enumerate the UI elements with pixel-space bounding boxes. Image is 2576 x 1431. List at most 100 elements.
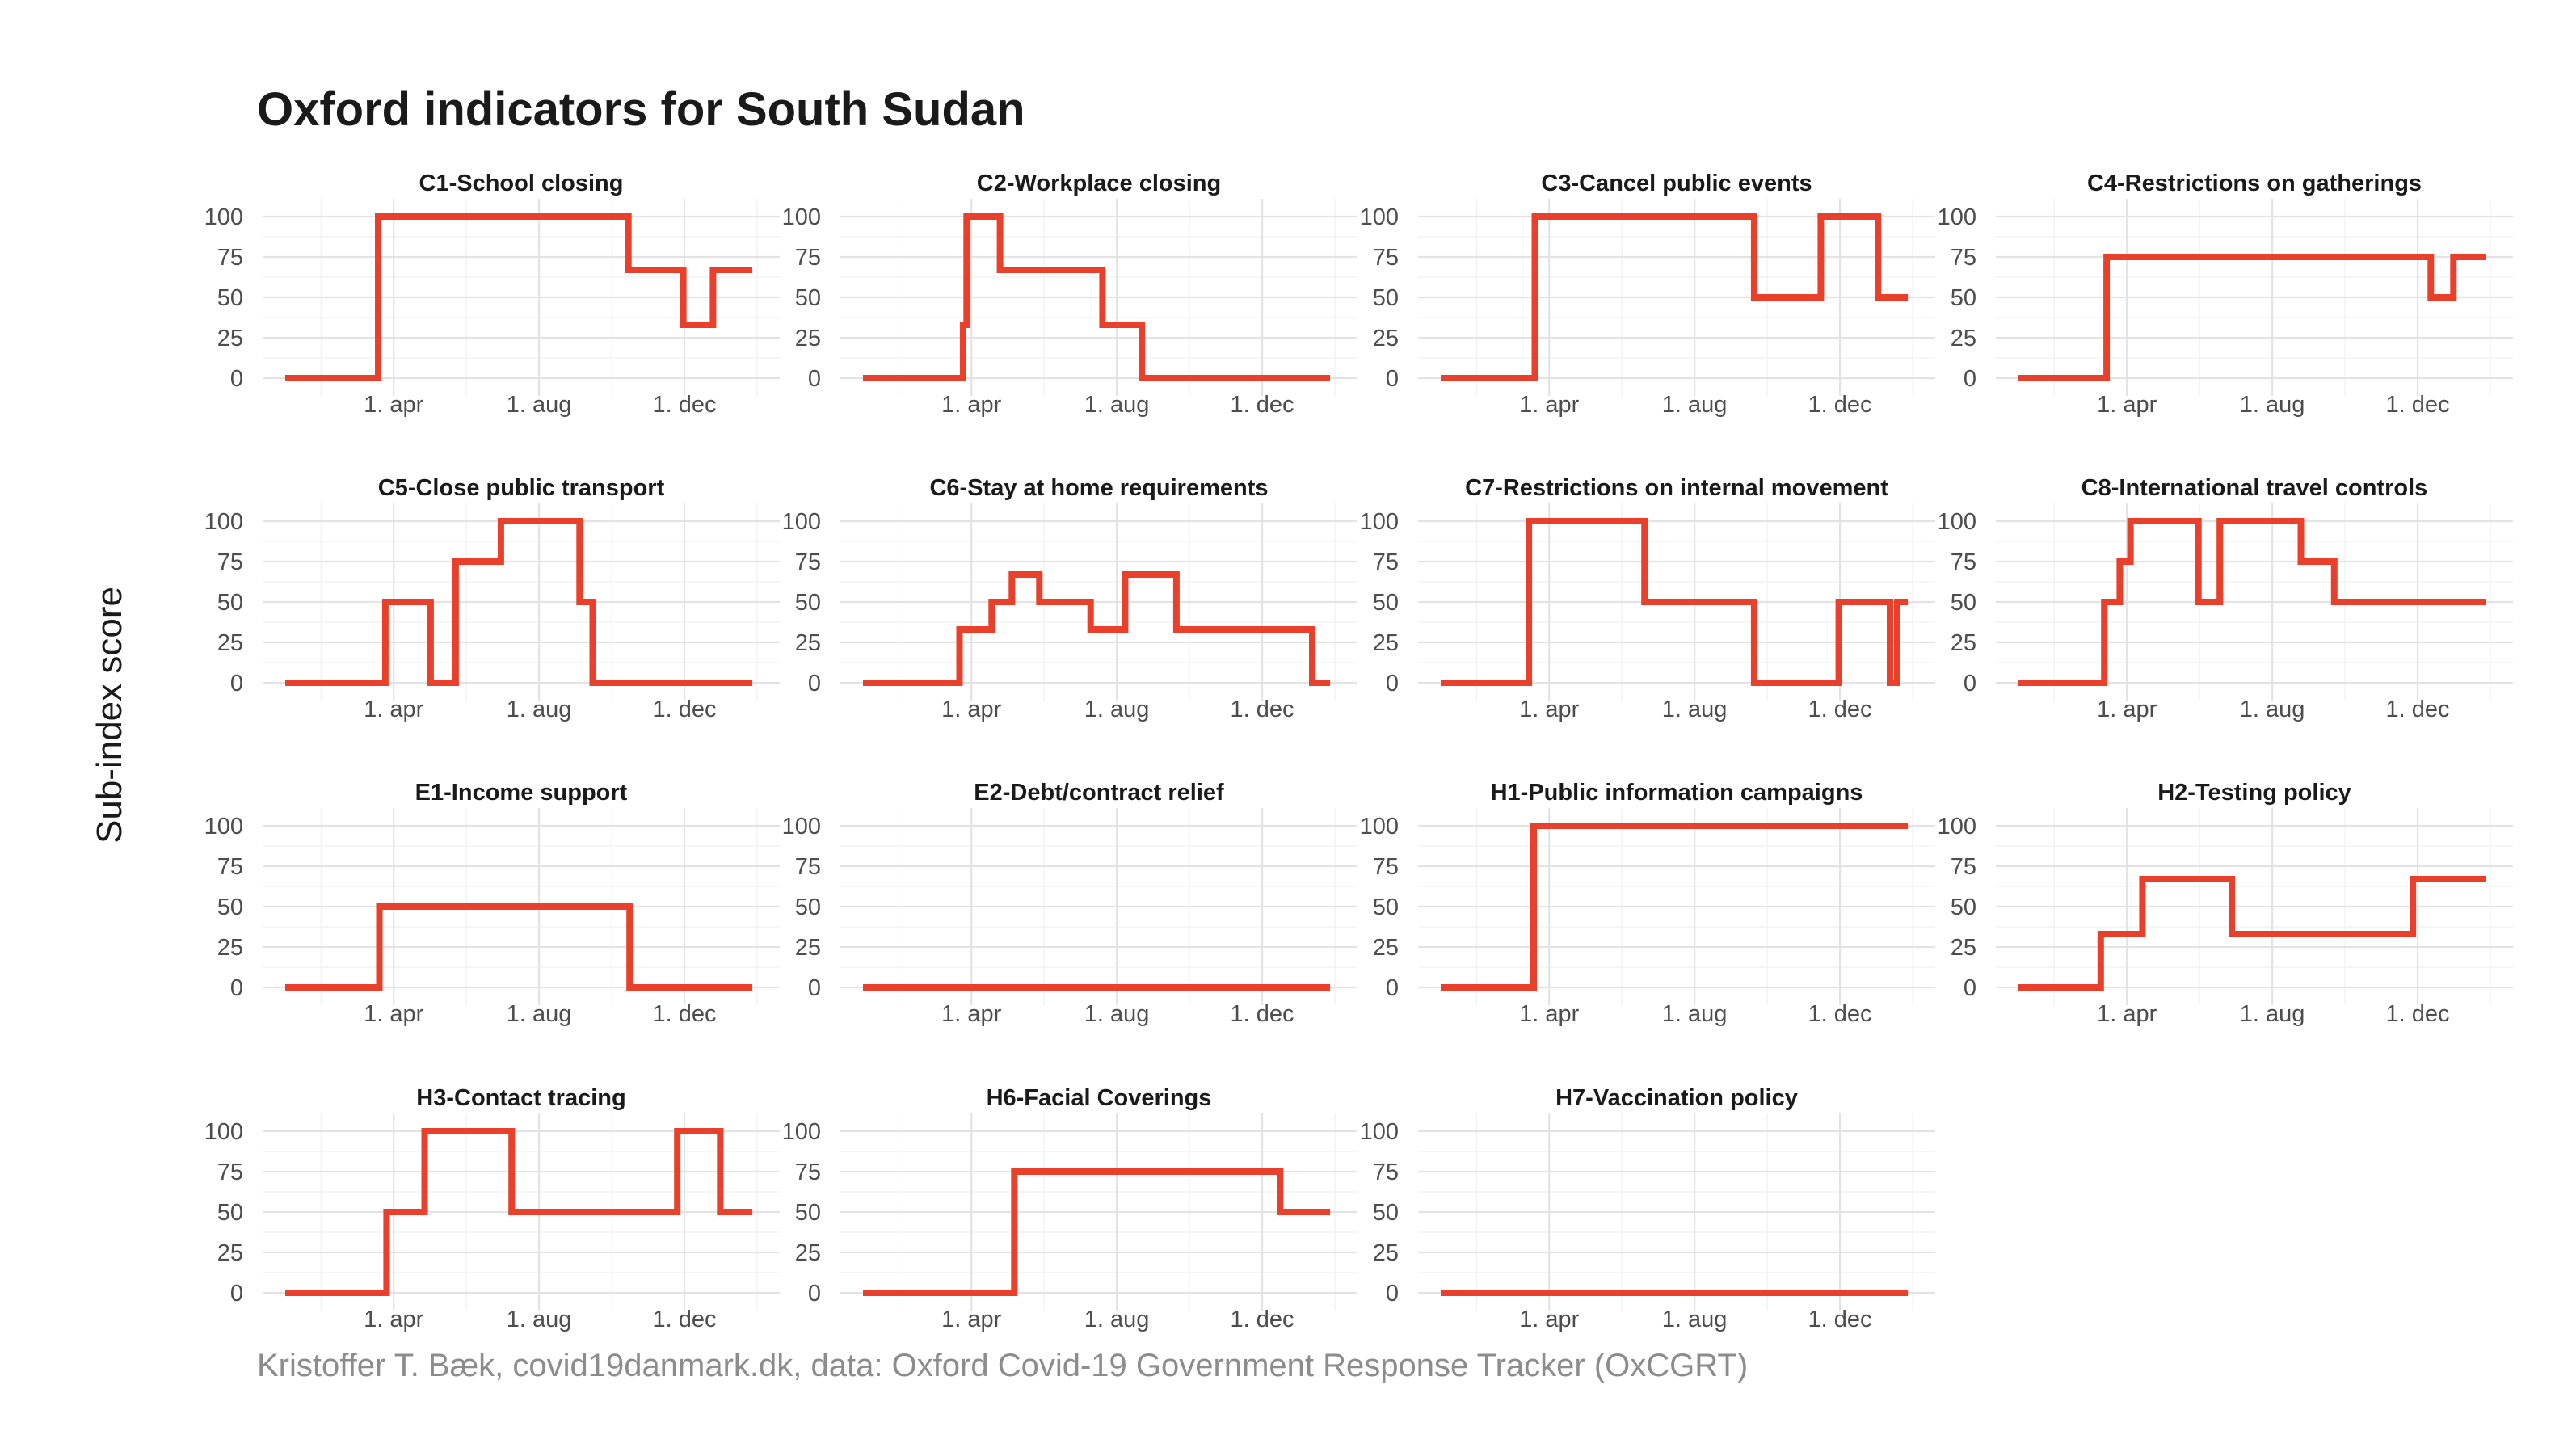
y-tick-label: 100: [1938, 509, 1976, 535]
y-tick-label: 75: [217, 1160, 243, 1185]
y-tick-label: 0: [1964, 366, 1976, 392]
y-tick-label: 50: [795, 894, 821, 920]
x-tick-label: 1. apr: [1519, 392, 1579, 418]
x-tick-label: 1. apr: [1519, 1001, 1579, 1027]
y-tick-label: 75: [217, 854, 243, 880]
series-line: [285, 213, 753, 381]
x-tick-label: 1. apr: [941, 1307, 1001, 1332]
y-tick-label: 75: [795, 1160, 821, 1185]
x-tick-label: 1. aug: [1084, 1307, 1150, 1332]
series-line: [863, 571, 1331, 686]
y-tick-label: 50: [217, 285, 243, 311]
x-tick-label: 1. aug: [1662, 1001, 1728, 1027]
x-tick-label: 1. aug: [507, 697, 572, 722]
x-tick-label: 1. apr: [941, 1001, 1001, 1027]
y-tick-label: 0: [808, 1281, 821, 1307]
y-tick-label: 75: [795, 854, 821, 880]
facet-title: C6-Stay at home requirements: [929, 475, 1268, 501]
series-line: [285, 1128, 753, 1296]
y-tick-label: 100: [1360, 204, 1399, 230]
facet-panel: 0 25 50 75 100 1. apr 1. aug 1. dec C6-Stay at h…: [782, 475, 1357, 722]
facet-title: C7-Restrictions on internal movement: [1465, 475, 1888, 501]
y-tick-label: 25: [1951, 326, 1976, 351]
y-tick-label: 50: [217, 894, 243, 920]
x-tick-label: 1. dec: [1808, 1001, 1872, 1027]
y-tick-label: 0: [808, 671, 821, 697]
y-tick-label: 25: [1373, 1240, 1399, 1266]
facet-title: H6-Facial Coverings: [987, 1085, 1212, 1111]
x-tick-label: 1. dec: [653, 392, 717, 418]
facet-panel: 0 25 50 75 100 1. apr 1. aug 1. dec E1-Income su…: [204, 780, 780, 1027]
y-tick-label: 100: [204, 814, 243, 840]
y-tick-label: 75: [1373, 549, 1399, 575]
y-tick-label: 0: [808, 975, 821, 1001]
source-caption: Kristoffer T. Bæk, covid19danmark.dk, da…: [257, 1348, 1749, 1383]
y-tick-label: 25: [217, 326, 243, 351]
y-tick-label: 25: [795, 1240, 821, 1266]
facet-title: C8-International travel controls: [2081, 475, 2428, 501]
y-tick-label: 25: [1951, 935, 1976, 961]
y-tick-label: 100: [204, 509, 243, 535]
facet-title: H7-Vaccination policy: [1555, 1085, 1798, 1111]
y-tick-label: 0: [1386, 366, 1399, 392]
series-line: [2018, 876, 2486, 991]
x-tick-label: 1. dec: [653, 1307, 717, 1332]
y-tick-label: 0: [1386, 975, 1399, 1001]
x-tick-label: 1. aug: [1084, 392, 1150, 418]
x-tick-label: 1. aug: [2240, 1001, 2305, 1027]
facet-panel: 0 25 50 75 100 1. apr 1. aug 1. dec C5-Close pub…: [204, 475, 780, 722]
x-tick-label: 1. apr: [941, 392, 1001, 418]
x-tick-label: 1. apr: [364, 1001, 423, 1027]
facet-title: C4-Restrictions on gatherings: [2087, 170, 2422, 196]
y-tick-label: 25: [217, 630, 243, 656]
y-tick-label: 0: [230, 671, 243, 697]
facet-panel: 0 25 50 75 100 1. apr 1. aug 1. dec E2-Debt/cont…: [782, 780, 1357, 1027]
x-tick-label: 1. aug: [1662, 697, 1728, 722]
y-tick-label: 100: [1360, 1119, 1399, 1145]
facet-panel: 0 25 50 75 100 1. apr 1. aug 1. dec H1-Public in…: [1360, 780, 1935, 1027]
facet-title: H2-Testing policy: [2157, 780, 2351, 806]
y-tick-label: 25: [795, 326, 821, 351]
facet-panel: 0 25 50 75 100 1. apr 1. aug 1. dec C7-Restricti…: [1360, 475, 1935, 722]
series-line: [285, 518, 753, 686]
y-tick-label: 50: [795, 590, 821, 616]
y-tick-label: 50: [217, 590, 243, 616]
y-tick-label: 75: [217, 549, 243, 575]
y-tick-label: 25: [1373, 935, 1399, 961]
y-tick-label: 50: [217, 1200, 243, 1226]
y-tick-label: 25: [1373, 630, 1399, 656]
y-tick-label: 100: [204, 204, 243, 230]
x-tick-label: 1. apr: [1519, 697, 1579, 722]
y-tick-label: 100: [782, 814, 821, 840]
facet-panel: 0 25 50 75 100 1. apr 1. aug 1. dec C4-Restricti…: [1938, 170, 2513, 418]
facet-panel: 0 25 50 75 100 1. apr 1. aug 1. dec H2-Testing p…: [1938, 780, 2513, 1027]
y-tick-label: 0: [1386, 1281, 1399, 1307]
facet-title: C2-Workplace closing: [977, 170, 1221, 196]
y-tick-label: 50: [1373, 590, 1399, 616]
x-tick-label: 1. dec: [2386, 392, 2450, 418]
x-tick-label: 1. dec: [653, 1001, 717, 1027]
x-tick-label: 1. dec: [1808, 697, 1872, 722]
x-tick-label: 1. dec: [653, 697, 717, 722]
x-tick-label: 1. apr: [2097, 1001, 2157, 1027]
series-line: [863, 1168, 1331, 1296]
y-tick-label: 100: [1938, 814, 1976, 840]
y-tick-label: 25: [1373, 326, 1399, 351]
y-tick-label: 50: [1373, 285, 1399, 311]
x-tick-label: 1. apr: [941, 697, 1001, 722]
x-tick-label: 1. apr: [2097, 697, 2157, 722]
facet-title: C5-Close public transport: [378, 475, 665, 501]
x-tick-label: 1. apr: [2097, 392, 2157, 418]
y-tick-label: 25: [795, 630, 821, 656]
series-line: [285, 903, 753, 991]
x-tick-label: 1. apr: [364, 392, 423, 418]
series-line: [2018, 518, 2486, 686]
y-tick-label: 50: [795, 1200, 821, 1226]
facet-title: E2-Debt/contract relief: [974, 780, 1224, 806]
x-tick-label: 1. aug: [2240, 697, 2305, 722]
y-tick-label: 0: [230, 366, 243, 392]
y-tick-label: 75: [1951, 245, 1976, 271]
y-tick-label: 0: [230, 1281, 243, 1307]
y-tick-label: 25: [1951, 630, 1976, 656]
